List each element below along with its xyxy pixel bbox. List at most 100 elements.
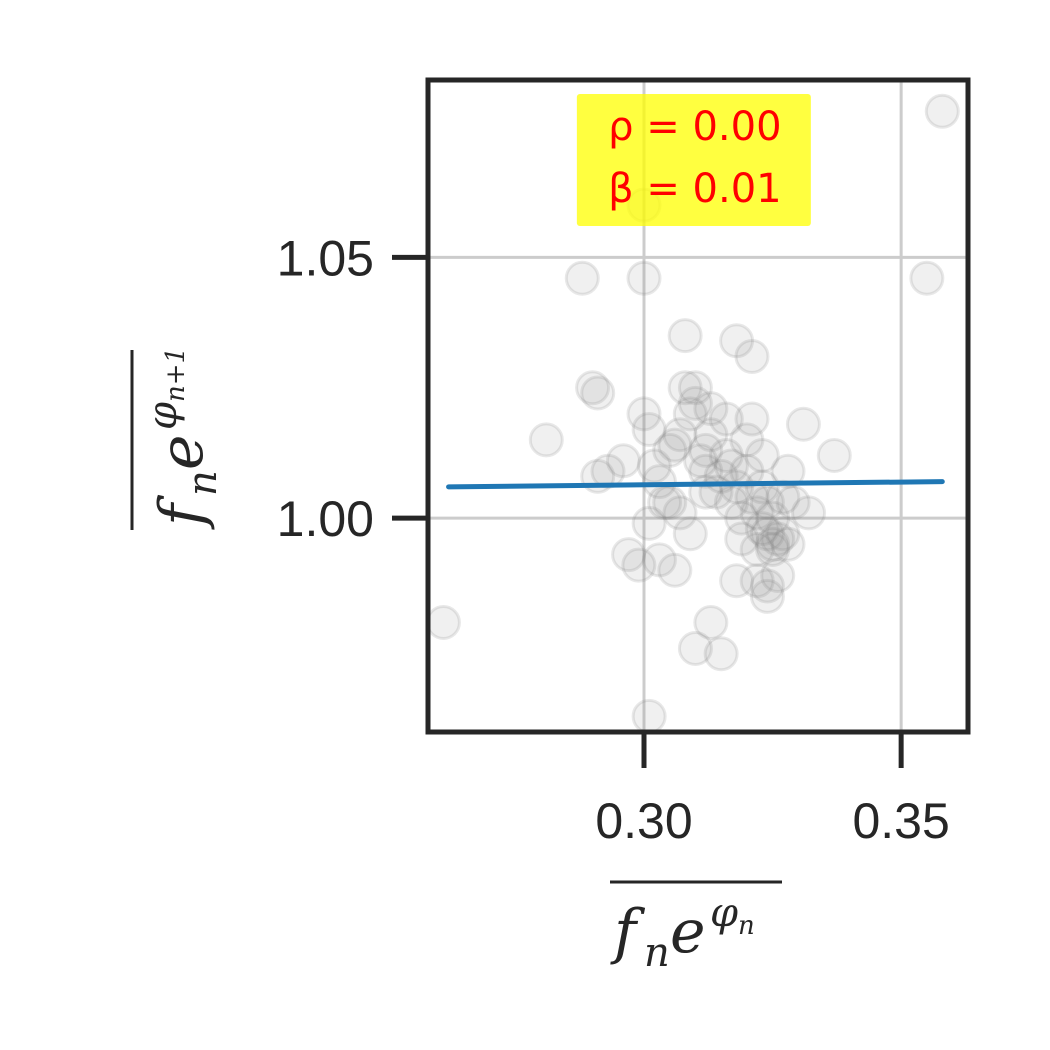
- data-point-62: [791, 495, 827, 531]
- data-point-61: [785, 406, 821, 442]
- data-point-60: [775, 484, 811, 520]
- data-point-58: [770, 526, 806, 562]
- data-point-4: [580, 375, 616, 411]
- data-point-9: [626, 260, 662, 296]
- data-point-27: [693, 417, 729, 453]
- data-point-18: [667, 318, 703, 354]
- fit-line-layer: [446, 479, 945, 490]
- data-point-70: [672, 516, 708, 552]
- data-point-20: [672, 396, 708, 432]
- y-axis-label-exp: φ: [140, 402, 186, 430]
- data-point-24: [688, 453, 724, 489]
- annotation-line-0: ρ = 0.00: [608, 104, 781, 150]
- y-axis-label-sub: n: [180, 470, 226, 496]
- data-point-34: [719, 469, 755, 505]
- data-point-37: [729, 422, 765, 458]
- data-point-74: [719, 563, 755, 599]
- data-point-17: [662, 417, 698, 453]
- data-point-50: [749, 568, 785, 604]
- data-point-49: [749, 484, 785, 520]
- data-point-77: [631, 698, 667, 734]
- data-point-11: [631, 411, 667, 447]
- y-axis-label-exp-sub: n+1: [161, 347, 191, 402]
- data-point-47: [744, 438, 780, 474]
- data-point-46: [744, 469, 780, 505]
- data-point-0: [425, 604, 461, 640]
- data-point-43: [739, 531, 775, 567]
- x-tick-label-1: 0.35: [852, 793, 949, 849]
- data-point-1: [528, 422, 564, 458]
- data-point-16: [657, 427, 693, 463]
- data-point-59: [770, 453, 806, 489]
- data-point-48: [749, 516, 785, 552]
- data-point-56: [765, 516, 801, 552]
- data-point-71: [677, 631, 713, 667]
- x-axis-label-sub: n: [644, 930, 670, 976]
- fit-line: [446, 479, 945, 490]
- stats-annotation: ρ = 0.00 β = 0.01: [576, 94, 811, 226]
- data-point-12: [636, 448, 672, 484]
- data-point-25: [688, 432, 724, 468]
- data-point-41: [734, 338, 770, 374]
- data-point-44: [739, 563, 775, 599]
- data-point-78: [652, 484, 688, 520]
- data-point-53: [755, 531, 791, 567]
- annotation-box: [576, 94, 811, 226]
- data-point-69: [662, 495, 698, 531]
- y-axis-label-exp-base: e: [147, 434, 217, 470]
- y-tick-label-0: 1.00: [277, 491, 374, 547]
- data-point-10: [626, 396, 662, 432]
- data-point-63: [816, 438, 852, 474]
- data-point-51: [755, 526, 791, 562]
- data-point-21: [677, 385, 713, 421]
- data-point-55: [760, 558, 796, 594]
- data-point-75: [724, 521, 760, 557]
- data-point-15: [652, 432, 688, 468]
- data-point-2: [564, 260, 600, 296]
- data-point-81: [924, 93, 960, 129]
- data-point-22: [677, 370, 713, 406]
- data-point-67: [641, 542, 677, 578]
- data-point-54: [760, 521, 796, 557]
- x-axis-label-exp-base: e: [670, 897, 706, 967]
- data-point-66: [631, 505, 667, 541]
- data-point-38: [729, 453, 765, 489]
- data-point-40: [734, 401, 770, 437]
- data-point-68: [657, 552, 693, 588]
- data-point-35: [719, 323, 755, 359]
- data-point-23: [683, 443, 719, 479]
- data-point-52: [755, 500, 791, 536]
- data-point-26: [693, 391, 729, 427]
- data-point-32: [713, 484, 749, 520]
- data-point-3: [575, 370, 611, 406]
- data-point-19: [667, 370, 703, 406]
- y-tick-label-1: 1.05: [277, 230, 374, 286]
- data-point-79: [688, 474, 724, 510]
- x-axis-label-exp-sub: n: [738, 911, 755, 941]
- data-points: [425, 93, 960, 734]
- x-axis-label-base: f: [610, 897, 646, 967]
- data-point-30: [708, 401, 744, 437]
- x-axis-label-exp: φ: [710, 890, 738, 936]
- plot-border: [425, 77, 971, 735]
- data-point-45: [744, 511, 780, 547]
- data-point-76: [749, 578, 785, 614]
- data-point-7: [605, 443, 641, 479]
- axis-ticks: 0.30 0.35 1.00 1.05: [277, 230, 950, 849]
- data-point-64: [611, 537, 647, 573]
- data-point-80: [909, 260, 945, 296]
- annotation-line-1: β = 0.01: [608, 166, 782, 212]
- y-axis-label-base: f: [147, 494, 217, 530]
- data-point-73: [703, 636, 739, 672]
- x-tick-label-0: 0.30: [595, 793, 692, 849]
- data-point-13: [641, 464, 677, 500]
- data-point-36: [724, 500, 760, 536]
- data-point-31: [708, 438, 744, 474]
- data-point-65: [621, 547, 657, 583]
- data-point-42: [739, 495, 775, 531]
- data-point-72: [693, 604, 729, 640]
- plot-frame: [425, 77, 971, 735]
